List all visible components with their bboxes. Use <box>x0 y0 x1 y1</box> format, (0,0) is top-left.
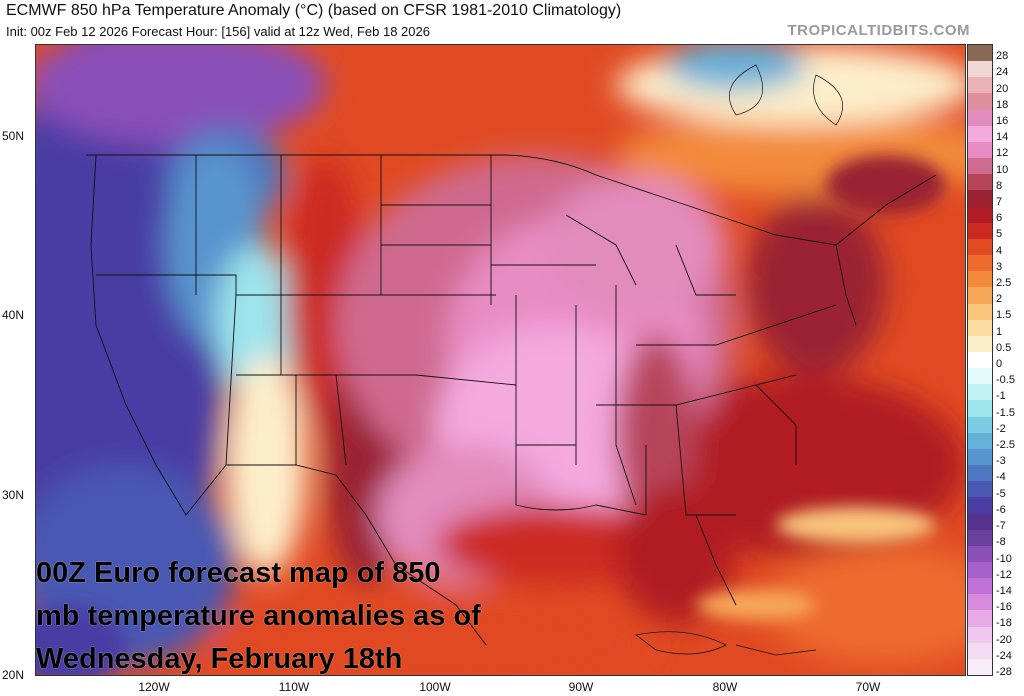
color-scale-segment <box>968 594 992 611</box>
map-title: ECMWF 850 hPa Temperature Anomaly (°C) (… <box>6 2 622 19</box>
color-scale-segment <box>968 158 992 175</box>
color-scale-labels: 28 24 20 18 16 14 12 10 8 7 6 5 4 3 2.5 2 1.5 1 0.5 0 -0.5 -1… <box>996 44 1024 678</box>
lat-label-40n: 40N <box>2 308 25 322</box>
color-scale-label: 20 <box>996 82 1009 95</box>
color-scale-segment <box>968 77 992 94</box>
color-scale-segment <box>968 206 992 223</box>
color-scale-label: -18 <box>996 617 1012 630</box>
temperature-anomaly-map <box>35 44 966 676</box>
color-scale-segment <box>968 416 992 433</box>
lon-label-100w: 100W <box>419 680 451 694</box>
color-scale-label: -7 <box>996 520 1006 533</box>
color-scale-label: -24 <box>996 649 1012 662</box>
color-scale-label: -14 <box>996 584 1012 597</box>
color-scale-label: 1.5 <box>996 309 1012 322</box>
color-scale-segment <box>968 658 992 676</box>
lat-label-50n: 50N <box>2 129 25 143</box>
color-scale-label: -1.5 <box>996 406 1015 419</box>
lon-label-120w: 120W <box>138 680 170 694</box>
color-scale-segment <box>968 93 992 110</box>
color-scale-segment <box>968 190 992 207</box>
color-scale-segment <box>968 335 992 352</box>
color-scale-label: 4 <box>996 244 1003 257</box>
color-scale-segment <box>968 174 992 191</box>
color-scale-segment <box>968 513 992 530</box>
color-scale-label: -16 <box>996 601 1012 614</box>
color-scale-label: 18 <box>996 98 1009 111</box>
color-scale-label: -6 <box>996 503 1006 516</box>
color-scale-label: -2 <box>996 422 1006 435</box>
color-scale-segment <box>968 238 992 256</box>
color-scale-label: -0.5 <box>996 374 1015 387</box>
color-scale-segment <box>968 271 992 288</box>
color-scale-segment <box>968 45 992 62</box>
color-scale-segment <box>968 255 992 272</box>
color-scale-segment <box>968 642 992 659</box>
color-scale-segment <box>968 222 992 239</box>
color-scale-segment <box>968 481 992 498</box>
color-scale-segment <box>968 562 992 579</box>
color-scale-segment <box>968 400 992 417</box>
watermark: TROPICALTIDBITS.COM <box>787 22 970 39</box>
lon-label-90w: 90W <box>568 680 594 694</box>
color-scale-label: 7 <box>996 196 1003 208</box>
color-scale-label: -5 <box>996 487 1006 500</box>
lon-label-70w: 70W <box>855 680 881 694</box>
color-scale-label: 10 <box>996 163 1009 176</box>
color-scale-label: 2.5 <box>996 277 1012 290</box>
color-scale-label: -4 <box>996 471 1006 484</box>
color-scale-label: 6 <box>996 212 1003 225</box>
lat-label-20n: 20N <box>2 668 25 682</box>
color-scale-bar <box>967 44 993 676</box>
color-scale-segment <box>968 626 992 643</box>
color-scale-label: 3 <box>996 260 1003 273</box>
color-scale-segment <box>968 303 992 320</box>
color-scale-segment <box>968 319 992 336</box>
color-scale-label: 0.5 <box>996 341 1012 354</box>
color-scale-label: -20 <box>996 633 1012 646</box>
color-scale-label: -1 <box>996 390 1006 403</box>
color-scale-label: 2 <box>996 293 1003 306</box>
color-scale-segment <box>968 351 992 369</box>
color-scale-label: -28 <box>996 665 1012 678</box>
color-scale-label: -3 <box>996 455 1006 468</box>
coastline <box>635 64 844 656</box>
map-graphic <box>36 45 965 675</box>
border-lines <box>86 154 937 646</box>
color-scale-label: -2.5 <box>996 439 1015 452</box>
color-scale-label: 16 <box>996 114 1009 127</box>
color-scale-segment <box>968 384 992 401</box>
color-scale-segment <box>968 125 992 142</box>
color-scale-label: 12 <box>996 147 1009 160</box>
color-scale-segment <box>968 141 992 159</box>
color-scale-label: 14 <box>996 131 1009 144</box>
color-scale-label: 24 <box>996 66 1009 79</box>
lon-label-110w: 110W <box>278 680 310 694</box>
color-scale-segment <box>968 497 992 514</box>
color-scale-segment <box>968 287 992 304</box>
color-scale-segment <box>968 545 992 562</box>
color-scale-label: 8 <box>996 179 1003 192</box>
color-scale-label: 5 <box>996 228 1003 241</box>
color-scale-segment <box>968 61 992 78</box>
color-scale-segment <box>968 432 992 449</box>
color-scale-label: 28 <box>996 50 1009 63</box>
color-scale-label: -8 <box>996 536 1006 549</box>
map-subtitle: Init: 00z Feb 12 2026 Forecast Hour: [15… <box>6 24 430 39</box>
color-scale-label: 1 <box>996 325 1003 338</box>
caption-overlay: 00Z Euro forecast map of 850 mb temperat… <box>36 557 481 675</box>
lon-label-80w: 80W <box>712 680 738 694</box>
lat-label-30n: 30N <box>2 488 25 502</box>
color-scale-segment <box>968 109 992 126</box>
color-scale-segment <box>968 368 992 385</box>
color-scale-segment <box>968 578 992 595</box>
color-scale-label: -12 <box>996 568 1012 581</box>
color-scale-segment <box>968 529 992 546</box>
color-scale-segment <box>968 448 992 466</box>
color-scale-segment <box>968 465 992 482</box>
color-scale-label: 0 <box>996 358 1003 371</box>
color-scale-label: -10 <box>996 552 1012 565</box>
color-scale-segment <box>968 610 992 627</box>
